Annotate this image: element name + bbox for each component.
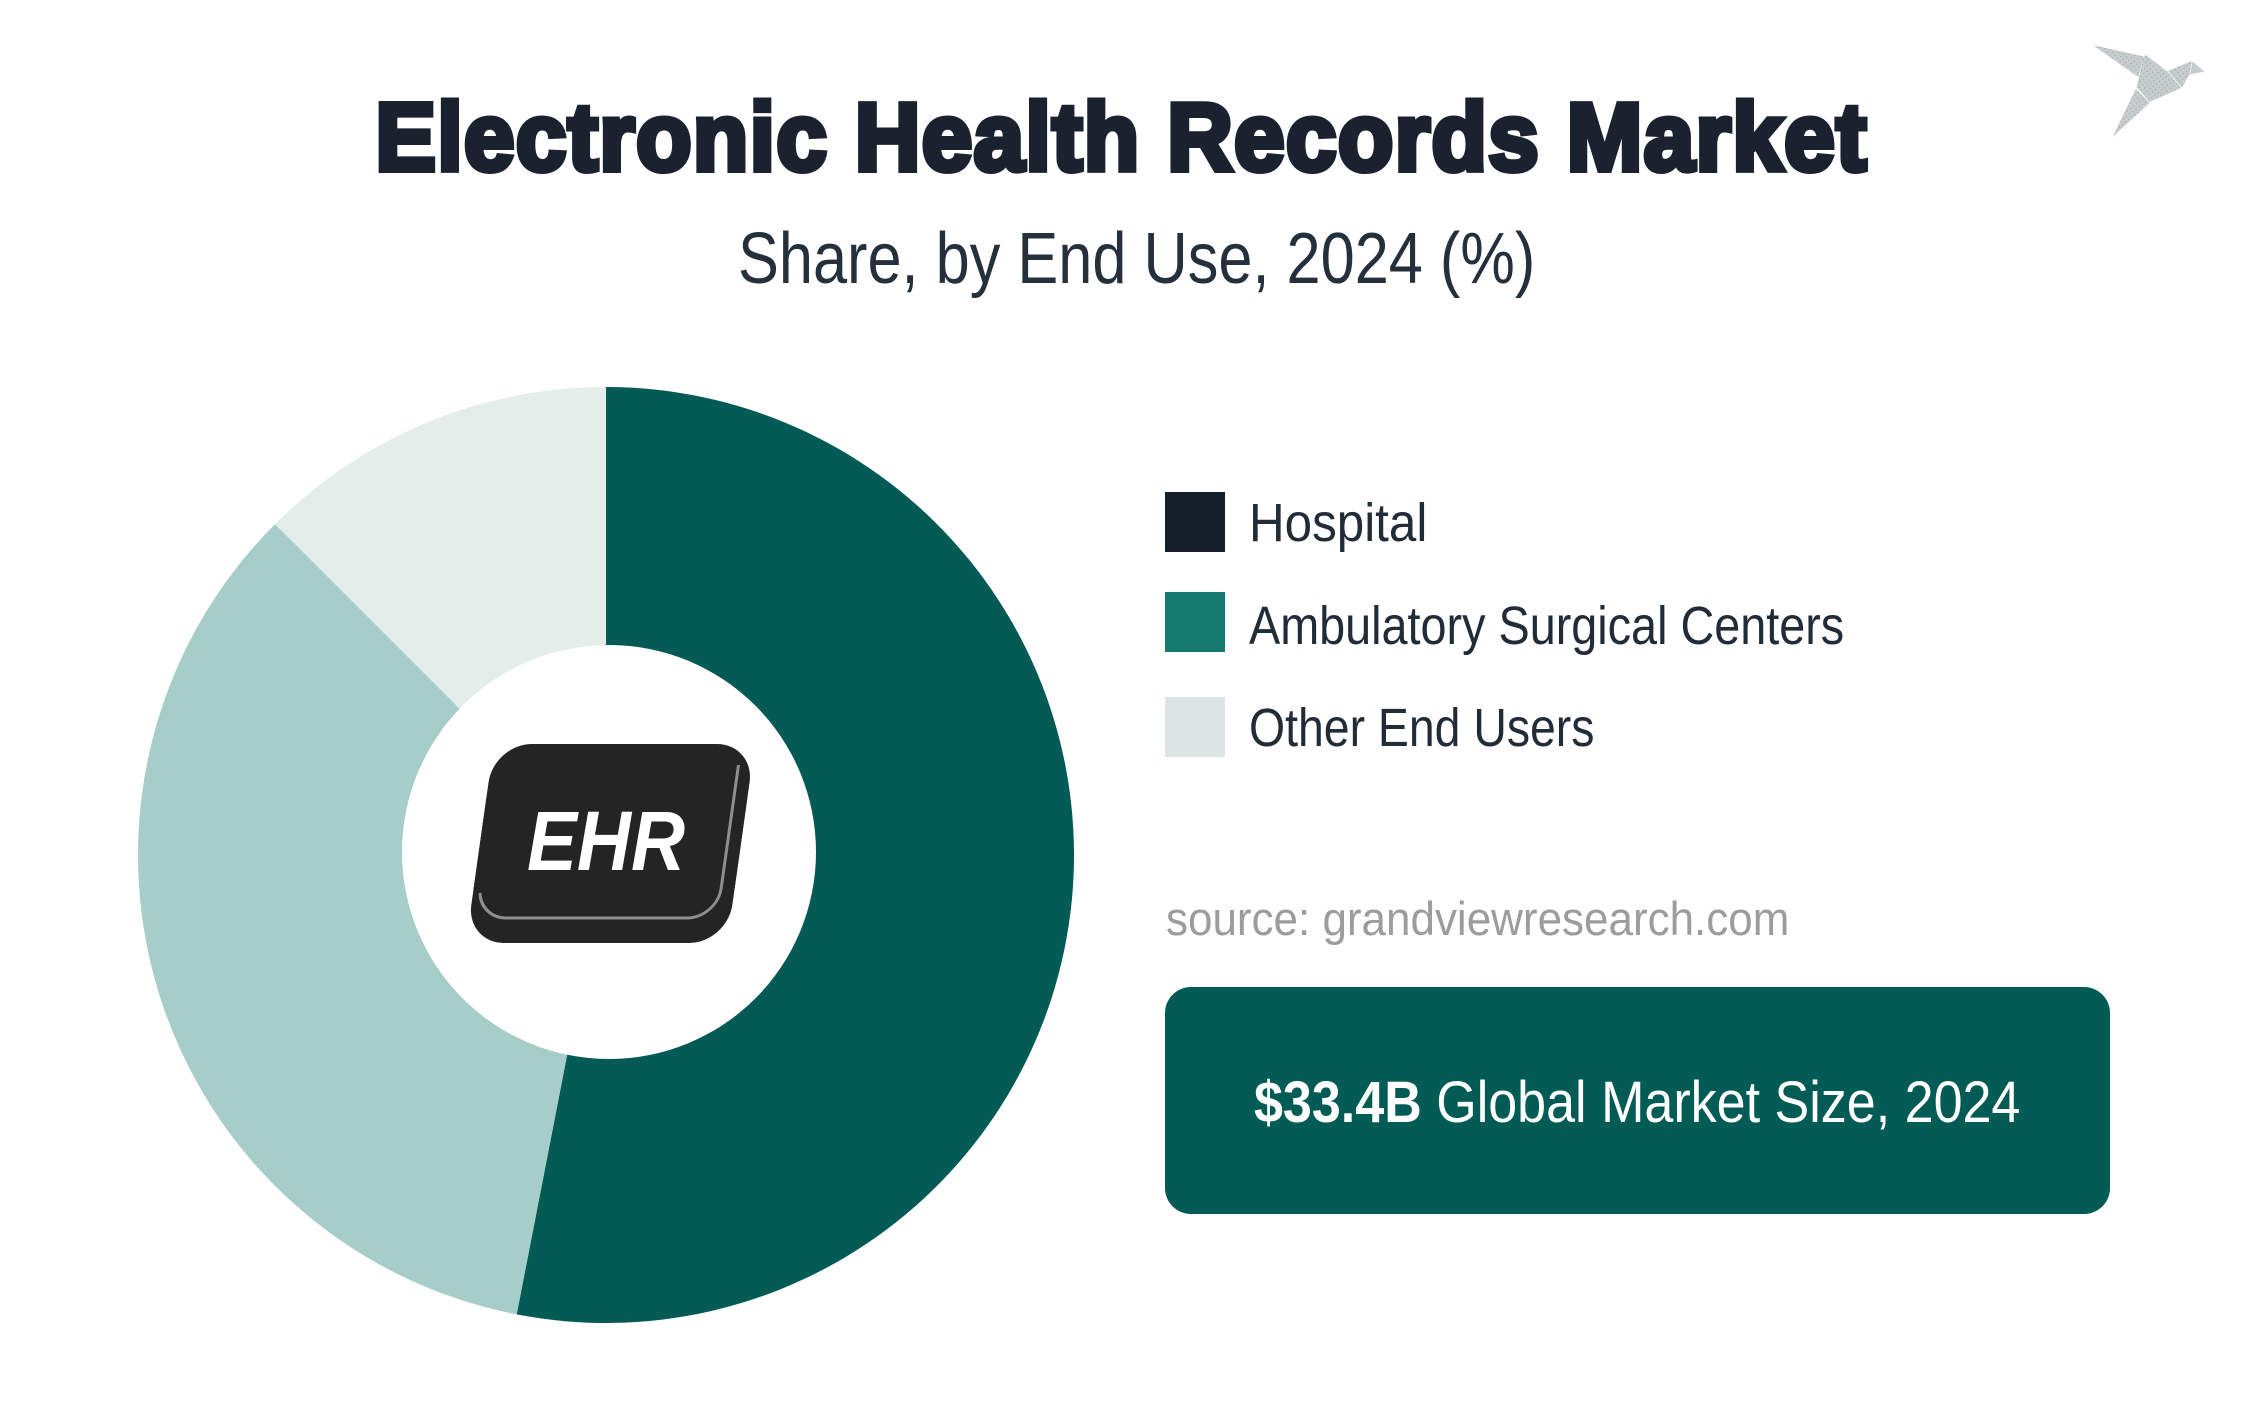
svg-text:EHR: EHR: [527, 794, 685, 888]
